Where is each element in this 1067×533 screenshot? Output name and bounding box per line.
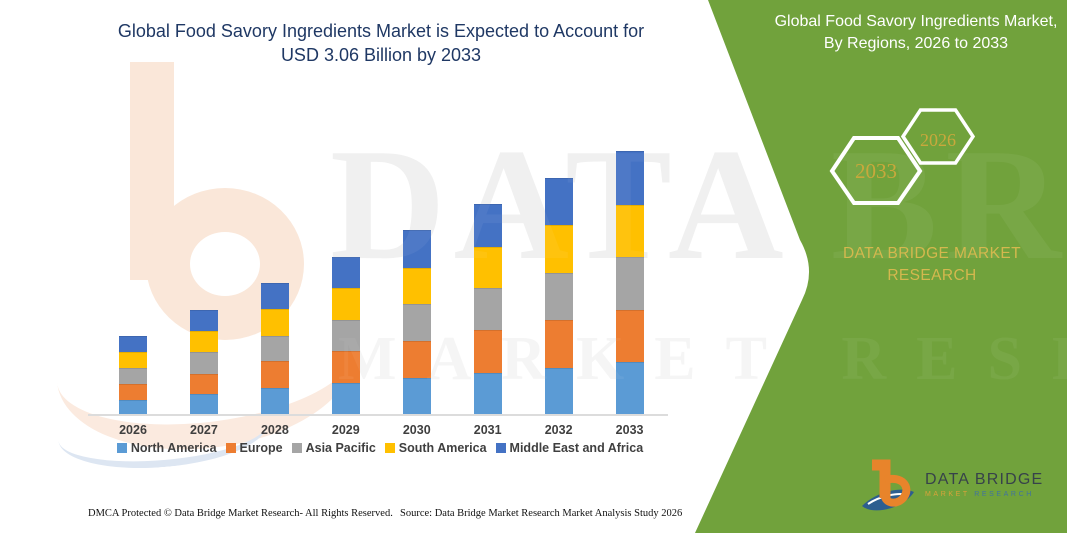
bar-segment-europe	[260, 361, 289, 389]
bar-segment-asia-pacific	[189, 352, 218, 374]
bar-segment-south-america	[189, 331, 218, 353]
bar-segment-middle-east-and-africa	[615, 151, 644, 205]
bar-segment-europe	[402, 340, 431, 378]
legend-swatch-north-america	[116, 443, 127, 453]
bar-2030	[402, 230, 431, 415]
bar-segment-north-america	[119, 399, 147, 415]
legend-swatch-asia-pacific	[291, 443, 302, 453]
bar-segment-south-america	[615, 204, 644, 258]
bar-segment-south-america	[331, 288, 360, 321]
brand-wordmark: DATA BRIDGE MARKET RESEARCH	[842, 245, 1021, 284]
bar-segment-south-america	[119, 352, 147, 368]
bar-segment-north-america	[331, 383, 360, 415]
legend-label-asia-pacific: Asia Pacific	[305, 441, 376, 455]
bar-segment-asia-pacific	[615, 257, 644, 310]
bar-segment-asia-pacific	[260, 335, 289, 362]
stacked-bar-chart	[88, 118, 672, 415]
watermark-overlay-line2: MARKET RESEARCH	[338, 325, 1067, 393]
x-axis-line	[88, 414, 668, 416]
bar-2029	[331, 257, 360, 415]
company-logo: DATA BRIDGE MARKET RESEARCH	[856, 456, 1043, 514]
bar-segment-middle-east-and-africa	[331, 257, 360, 289]
bar-segment-south-america	[260, 308, 289, 336]
bar-segment-middle-east-and-africa	[402, 230, 431, 268]
page-title: Global Food Savory Ingredients Market is…	[117, 21, 645, 65]
bar-segment-europe	[473, 330, 502, 373]
legend-label-europe: Europe	[239, 441, 283, 455]
legend-swatch-europe	[225, 443, 236, 453]
x-axis-label-2032: 2032	[544, 423, 573, 437]
legend-item-asia-pacific: Asia Pacific	[291, 441, 376, 455]
x-axis-labels: 2026 2027 2028 2029 2030 2031 2032 2033	[88, 423, 672, 439]
x-axis-label-2028: 2028	[260, 423, 289, 437]
legend-label-middle-east-and-africa: Middle East and Africa	[509, 441, 644, 455]
legend-item-north-america: North America	[116, 441, 217, 455]
x-axis-label-2026: 2026	[119, 423, 147, 437]
x-axis-label-2031: 2031	[473, 423, 502, 437]
x-axis-label-2030: 2030	[402, 423, 431, 437]
legend-swatch-south-america	[384, 443, 395, 453]
company-logo-icon	[862, 459, 914, 511]
legend-item-middle-east-and-africa: Middle East and Africa	[495, 441, 644, 455]
bar-segment-asia-pacific	[473, 288, 502, 331]
bar-2031	[473, 204, 502, 415]
legend-item-south-america: South America	[384, 441, 487, 455]
bar-segment-north-america	[402, 377, 431, 415]
bar-2027	[189, 309, 218, 415]
x-axis-label-2029: 2029	[331, 423, 360, 437]
company-logo-name: DATA BRIDGE	[925, 470, 1044, 488]
bar-segment-north-america	[615, 362, 644, 415]
bar-segment-middle-east-and-africa	[473, 204, 502, 247]
bar-segment-north-america	[473, 372, 502, 415]
bar-segment-asia-pacific	[119, 367, 147, 384]
logo-subtitle-market: MARKET	[925, 491, 970, 499]
x-axis-label-2033: 2033	[615, 423, 644, 437]
bar-segment-middle-east-and-africa	[544, 177, 573, 225]
bar-segment-middle-east-and-africa	[119, 335, 147, 353]
company-logo-subtitle: MARKET RESEARCH	[925, 491, 1043, 499]
hexagon-2033	[829, 136, 923, 205]
bar-segment-north-america	[189, 394, 218, 415]
watermark-overlay-line1: DATA BRIDGE	[330, 115, 1067, 293]
bar-segment-middle-east-and-africa	[260, 282, 289, 309]
bar-segment-asia-pacific	[331, 320, 360, 352]
bar-2026	[119, 335, 147, 415]
bar-segment-south-america	[544, 225, 573, 273]
dmca-notice: DMCA Protected © Data Bridge Market Rese…	[88, 508, 393, 519]
bar-segment-north-america	[260, 388, 289, 415]
chart-legend: North America Europe Asia Pacific South Ame…	[80, 441, 680, 455]
bar-segment-europe	[119, 384, 147, 400]
logo-subtitle-research: RESEARCH	[974, 491, 1034, 499]
legend-label-south-america: South America	[398, 441, 487, 455]
hexagon-2026	[900, 108, 976, 165]
source-notice: Source: Data Bridge Market Research Mark…	[400, 508, 683, 519]
bar-segment-europe	[189, 373, 218, 395]
bar-segment-south-america	[402, 267, 431, 304]
bar-segment-europe	[331, 351, 360, 384]
bar-segment-middle-east-and-africa	[189, 309, 218, 332]
bar-segment-europe	[544, 320, 573, 368]
bar-2033	[615, 151, 644, 415]
bar-segment-europe	[615, 309, 644, 363]
legend-item-europe: Europe	[225, 441, 283, 455]
right-panel-title: Global Food Savory Ingredients Market, B…	[774, 13, 1058, 52]
bar-segment-south-america	[473, 246, 502, 289]
hexagon-2026-label: 2026	[920, 130, 956, 150]
bar-2032	[544, 177, 573, 415]
bar-2028	[260, 282, 289, 415]
bar-segment-asia-pacific	[544, 272, 573, 320]
bar-segment-north-america	[544, 367, 573, 415]
x-axis-label-2027: 2027	[190, 423, 218, 437]
legend-label-north-america: North America	[130, 441, 217, 455]
year-hexagons	[829, 108, 976, 205]
legend-swatch-middle-east-and-africa	[495, 443, 506, 453]
bar-segment-asia-pacific	[402, 303, 431, 341]
hexagon-2033-label: 2033	[855, 159, 897, 183]
